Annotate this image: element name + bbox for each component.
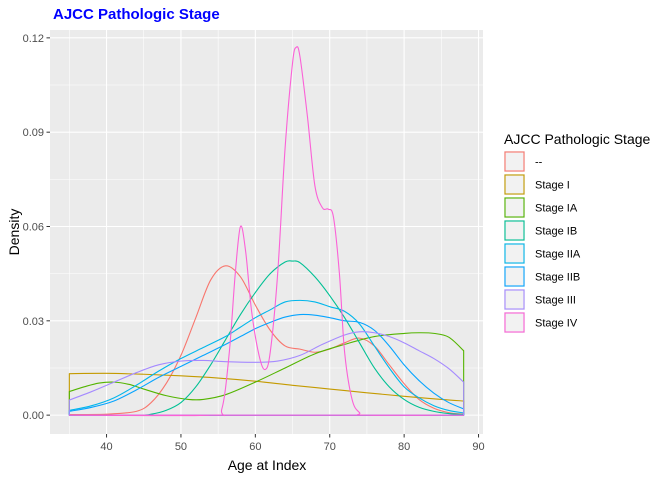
legend-key	[504, 151, 525, 172]
legend-label: Stage IIB	[535, 272, 580, 284]
density-curve	[68, 299, 465, 416]
legend-label: Stage I	[535, 180, 570, 192]
legend-key	[504, 243, 525, 264]
legend-key-bg	[504, 174, 525, 195]
grid-major	[50, 30, 483, 434]
legend-key-bg	[504, 220, 525, 241]
density-curve	[68, 265, 465, 416]
y-axis-title: Density	[6, 209, 22, 256]
density-curve	[68, 260, 465, 416]
density-curves	[68, 46, 465, 417]
x-tick-label: 50	[175, 441, 187, 453]
legend-key-bg	[504, 197, 525, 218]
legend-label: Stage IIA	[535, 249, 581, 261]
legend-key-bg	[504, 266, 525, 287]
density-curve	[68, 313, 465, 416]
y-tick-label: 0.09	[23, 127, 44, 139]
legend-key	[504, 266, 525, 287]
y-axis: 0.00 0.03 0.06 0.09 0.12	[23, 33, 50, 422]
legend-label: Stage IV	[535, 318, 578, 330]
density-curve	[68, 331, 465, 416]
legend-title: AJCC Pathologic Stage	[504, 131, 651, 147]
grid-minor	[50, 30, 483, 434]
chart-title: AJCC Pathologic Stage	[53, 6, 220, 23]
x-axis-title: Age at Index	[228, 457, 307, 473]
x-tick-label: 90	[472, 441, 484, 453]
legend-key	[504, 220, 525, 241]
density-curve	[68, 332, 465, 416]
x-axis: 40 50 60 70 80 90	[100, 434, 485, 453]
y-tick-label: 0.00	[23, 410, 44, 422]
legend-key-bg	[504, 151, 525, 172]
x-tick-label: 70	[324, 441, 336, 453]
y-tick-label: 0.12	[23, 33, 44, 45]
x-tick-label: 80	[398, 441, 410, 453]
x-tick-label: 40	[100, 441, 112, 453]
legend-key	[504, 174, 525, 195]
legend-key-bg	[504, 289, 525, 310]
legend-key-bg	[504, 312, 525, 333]
density-curve	[68, 46, 465, 417]
plot-panel	[50, 30, 483, 434]
x-tick-label: 60	[249, 441, 261, 453]
legend-label: Stage IA	[535, 203, 578, 215]
legend-label: Stage III	[535, 295, 576, 307]
legend-label: --	[535, 157, 543, 169]
legend-key	[504, 197, 525, 218]
legend: AJCC Pathologic Stage -- Stage I Stage IA S…	[504, 131, 651, 333]
legend-label: Stage IB	[535, 226, 577, 238]
legend-items: -- Stage I Stage IA Stage IB Stage IIA Stage …	[504, 151, 581, 333]
y-tick-label: 0.06	[23, 221, 44, 233]
legend-key-bg	[504, 243, 525, 264]
y-tick-label: 0.03	[23, 316, 44, 328]
legend-key	[504, 312, 525, 333]
legend-key	[504, 289, 525, 310]
